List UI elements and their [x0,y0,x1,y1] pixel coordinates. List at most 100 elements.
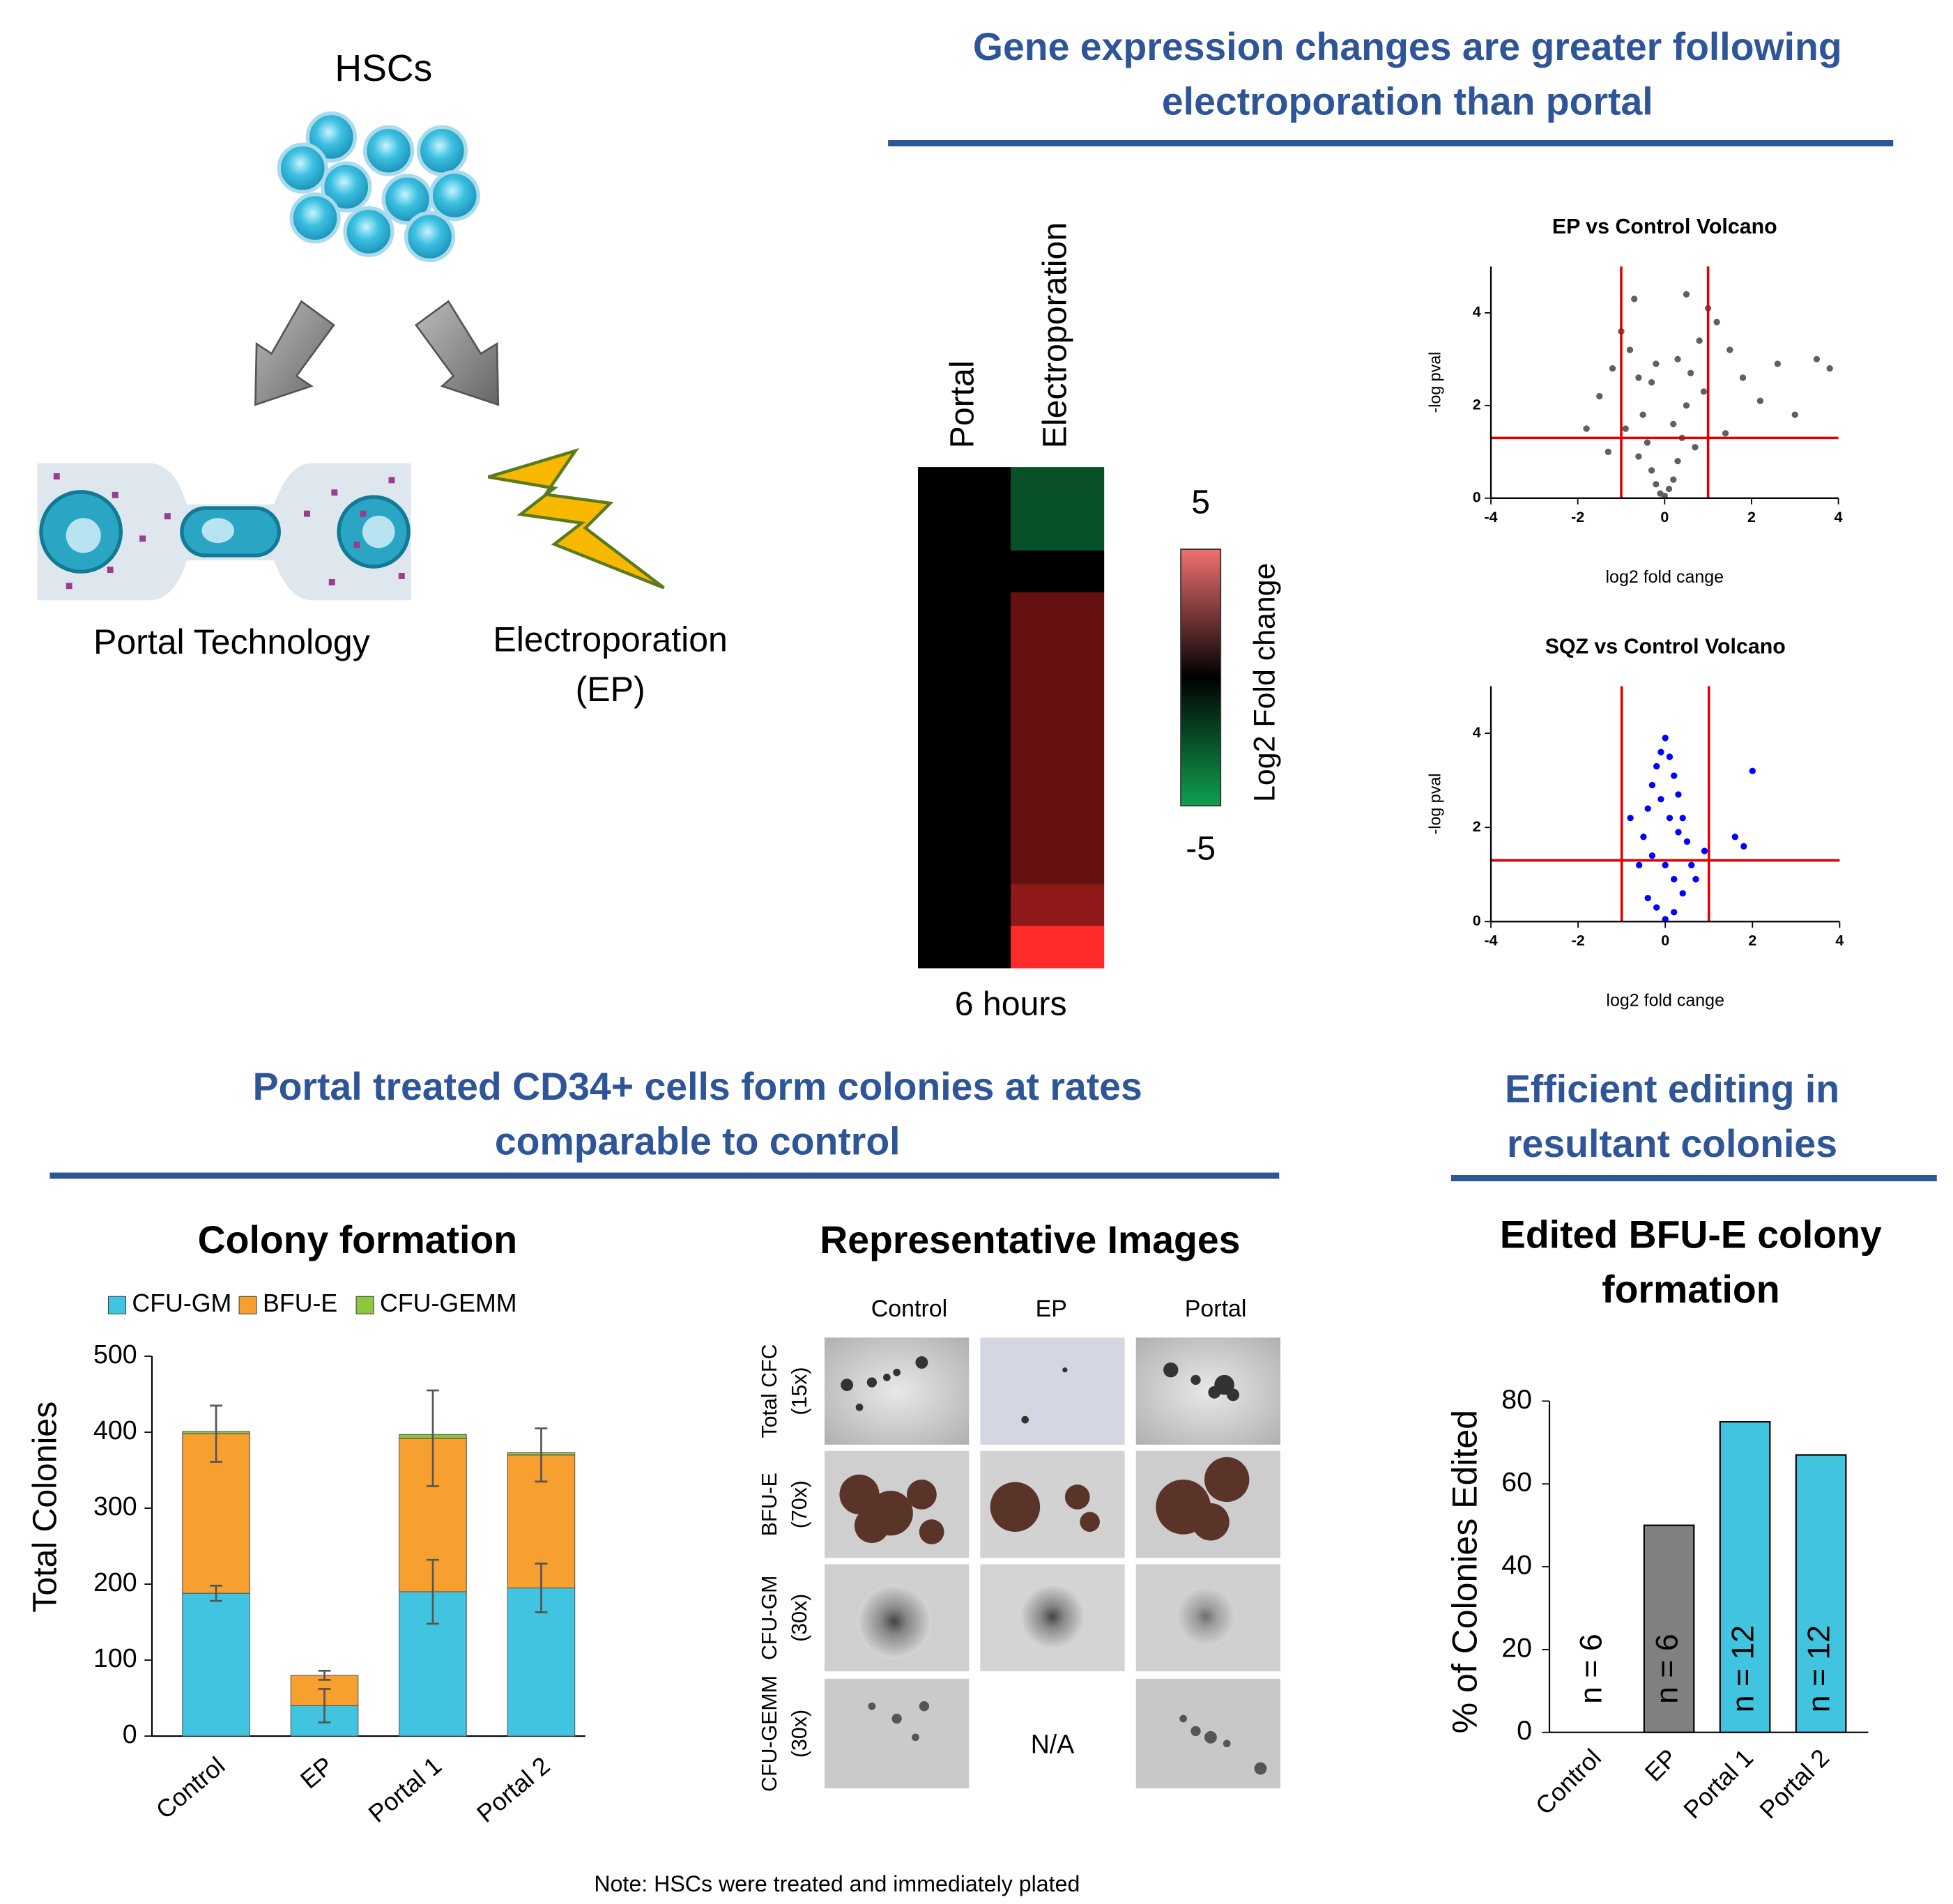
point [1635,453,1642,460]
heat-cell [1011,508,1105,551]
bar-label: n = 6 [1574,1634,1608,1704]
point [1671,772,1678,779]
micrographs [824,1337,1281,1789]
bar [1719,1421,1771,1733]
x-tick-label: 2 [1747,509,1756,525]
point [1826,365,1833,372]
colorbar [1180,548,1222,807]
x-tick-label: 0 [1660,509,1669,525]
error-bar [318,1669,331,1681]
lightning [487,447,665,590]
heat-cell [1011,926,1105,969]
heat-cell [1011,759,1105,801]
point [1657,796,1664,803]
point [1648,852,1656,859]
image-row: CFU-GEMM [758,1675,781,1792]
images-title: Representative Images [820,1218,1240,1261]
point [1726,346,1733,353]
legend-label: BFU-E [263,1289,337,1317]
y-tick-label: 80 [1501,1384,1532,1415]
point [1701,847,1708,854]
heat-cell [918,842,1012,885]
bar-label: n = 12 [1802,1625,1836,1712]
x-tick-label: -4 [1484,932,1497,949]
y-tick-label: 200 [93,1567,137,1597]
point [1583,425,1590,432]
point [1648,781,1656,789]
y-tick-label: 2 [1473,397,1481,413]
point [1696,337,1703,344]
image-row: BFU-E [758,1473,781,1536]
x-tick-label: Portal 2 [472,1751,556,1828]
image-row: (15x) [788,1367,811,1415]
heat-cell [918,508,1012,551]
image-column: Portal [1185,1296,1247,1322]
y-label: -log pval [1426,352,1444,413]
chart-title: Edited BFU-E colony formation [1499,1213,1882,1312]
point [1653,904,1660,911]
heat-cell [918,884,1012,927]
heat-cell [918,717,1012,760]
point [1648,378,1655,386]
chart-title: EP vs Control Volcano [1552,215,1777,238]
heading: Gene expression changes are greater foll… [972,24,1842,123]
point [1626,346,1634,353]
na-label: N/A [1031,1729,1075,1758]
heat-cell [918,926,1012,969]
point [1674,457,1681,465]
point [1692,444,1699,451]
x-tick-label: 0 [1661,932,1669,949]
point [1644,894,1651,902]
point [1700,388,1708,395]
image-row: (70x) [788,1480,811,1528]
column-label: Portal [943,360,981,448]
heat-cell [918,759,1012,801]
y-tick-label: 20 [1501,1632,1532,1663]
x-tick-label: EP [295,1751,338,1794]
hsc-cluster [277,111,480,263]
point [1675,791,1682,798]
point [1627,815,1634,822]
point [1666,753,1674,760]
point [1687,369,1694,376]
point [1666,815,1674,822]
point [1791,411,1798,418]
x-tick-label: Portal 1 [1678,1744,1759,1824]
y-tick-label: 0 [1517,1715,1532,1746]
point [1692,875,1699,883]
point [1636,861,1643,868]
point [1653,762,1660,770]
x-tick-label: Portal 1 [363,1751,447,1828]
point [1662,861,1669,868]
x-label: log2 fold cange [1606,567,1724,587]
error-bar [210,1584,222,1602]
point [1749,767,1756,774]
point [1740,843,1747,850]
heat-cell [918,675,1012,719]
point [1670,476,1677,483]
heat-cell [1011,675,1105,719]
heat-cell [918,801,1012,843]
y-tick-label: 0 [1473,489,1481,505]
y-label: -log pval [1426,774,1444,835]
point [1644,439,1651,446]
point [1665,485,1673,493]
point [1683,402,1690,409]
y-tick-label: 0 [123,1719,137,1749]
heat-cell [918,467,1012,509]
point [1596,392,1603,400]
image-row: (30x) [788,1710,811,1758]
point [1674,355,1681,363]
point [1639,411,1646,418]
error-bar [535,1427,548,1483]
point [1670,420,1677,428]
heat-cell [1011,884,1105,927]
point [1713,318,1720,325]
bar-segment [182,1592,250,1737]
portal-device [37,463,411,601]
x-tick-label: EP [1639,1744,1683,1787]
x-tick-label: -2 [1571,509,1584,525]
legend-label: CFU-GEMM [380,1289,516,1317]
